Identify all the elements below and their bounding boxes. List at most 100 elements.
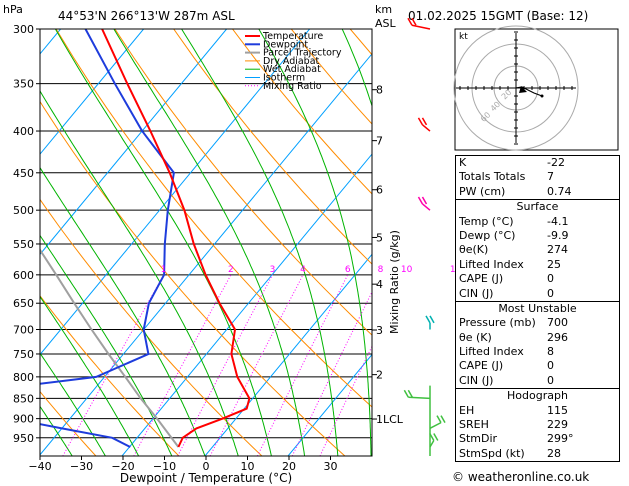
- index-value: 8: [547, 345, 554, 359]
- index-value: -22: [547, 156, 565, 169]
- height-tick-label: 4: [376, 278, 383, 291]
- legend-entry: Isotherm: [263, 73, 305, 84]
- wind-barb-flag: [407, 389, 413, 398]
- temperature-tick-label: 10: [241, 460, 255, 473]
- index-value: 0: [547, 359, 554, 373]
- height-axis: 8 7 6 5 4 3 2 1LCL: [372, 84, 404, 426]
- height-tick-label: 6: [376, 184, 383, 197]
- index-row: K -22: [456, 156, 619, 170]
- most-unstable-title: Most Unstable: [498, 301, 577, 315]
- index-value: 0: [547, 272, 554, 286]
- pressure-tick-label: 600: [13, 269, 34, 282]
- index-row: CAPE (J) 0: [456, 359, 619, 373]
- wind-barb-flag: [403, 389, 409, 398]
- indices-panel: K -22 Totals Totals 7 PW (cm) 0.74 Surface Te…: [455, 155, 620, 463]
- index-label: PW (cm): [459, 184, 506, 198]
- temperature-tick-label: −20: [111, 460, 134, 473]
- wet-adiabat-line: [40, 166, 206, 456]
- index-row: θe(K) 274: [456, 243, 619, 257]
- temperature-axis: −40 −30 −20 −10 0 10 20 30: [28, 456, 338, 473]
- hodograph-end-point: [540, 94, 544, 98]
- index-label: SREH: [459, 418, 489, 432]
- plot-frame: [39, 28, 373, 457]
- index-label: θe (K): [459, 330, 492, 344]
- legend-entry: Dewpoint: [263, 39, 308, 50]
- wet-adiabat-line: [258, 29, 372, 456]
- legend-entry: Parcel Trajectory: [263, 48, 342, 59]
- km-label: km: [375, 3, 392, 16]
- index-label: CAPE (J): [459, 272, 504, 286]
- datetime-label: 01.02.2025 15GMT (Base: 12): [408, 9, 588, 23]
- height-tick-label: 8: [376, 84, 383, 97]
- index-value: 0.74: [547, 184, 572, 198]
- legend-entry: Wet Adiabat: [263, 64, 321, 75]
- index-label: Totals Totals: [459, 170, 526, 184]
- index-label: Lifted Index: [459, 257, 524, 271]
- index-value: 7: [547, 170, 554, 184]
- hodograph-ring: [453, 25, 579, 151]
- mixing-ratio-line: [291, 290, 372, 456]
- index-value: 28: [547, 446, 561, 460]
- wet-adiabat-line: [181, 29, 339, 456]
- wind-barb: [411, 24, 431, 30]
- wind-barb: [421, 124, 431, 132]
- wind-barbs: [403, 17, 446, 456]
- profiles: [40, 29, 251, 448]
- mixing-ratio-label: 3: [270, 265, 276, 275]
- temperature-tick-label: −10: [153, 460, 176, 473]
- index-value: 0: [547, 373, 554, 387]
- height-tick-label: 3: [376, 324, 383, 337]
- wind-barb-flag: [421, 196, 428, 205]
- location-label: 44°53'N 266°13'W 287m ASL: [58, 9, 235, 23]
- pressure-tick-label: 350: [13, 78, 34, 91]
- pressure-tick-label: 500: [13, 204, 34, 217]
- mixing-ratio-line: [371, 454, 372, 456]
- hpa-label: hPa: [3, 3, 23, 16]
- pressure-tick-label: 450: [13, 167, 34, 180]
- pressure-tick-label: 650: [13, 297, 34, 310]
- isotherm-line: [40, 29, 310, 356]
- legend-entry: Dry Adiabat: [263, 56, 320, 67]
- index-value: 115: [547, 403, 568, 417]
- wind-barb-flag: [421, 117, 428, 126]
- pressure-tick-label: 800: [13, 371, 34, 384]
- index-value: 296: [547, 330, 568, 344]
- index-label: θe(K): [459, 243, 489, 257]
- index-label: EH: [459, 403, 475, 417]
- index-row: CIN (J) 0: [456, 287, 619, 301]
- index-row: Temp (°C) -4.1: [456, 215, 619, 229]
- index-row: StmSpd (kt) 28: [456, 447, 619, 461]
- index-row: StmDir 299°: [456, 432, 619, 446]
- index-label: Lifted Index: [459, 345, 524, 359]
- dry-adiabat-line: [173, 29, 372, 265]
- legend-entry: Temperature: [262, 31, 323, 42]
- legend-entry: Mixing Ratio: [263, 81, 322, 92]
- index-label: K: [459, 156, 467, 169]
- mixing-ratio-line: [256, 274, 349, 456]
- wet-adiabat-line: [40, 234, 173, 456]
- isotherm-line: [287, 353, 372, 456]
- index-label: CIN (J): [459, 286, 494, 300]
- index-value: 700: [547, 316, 568, 330]
- index-value: 25: [547, 257, 561, 271]
- temperature-tick-label: −40: [28, 460, 51, 473]
- index-value: 0: [547, 286, 554, 300]
- wind-barb-flag: [440, 415, 446, 424]
- index-row: Lifted Index 8: [456, 345, 619, 359]
- isotherm-line: [40, 29, 144, 155]
- dry-adiabat-line: [114, 29, 372, 336]
- isotherm-line: [121, 153, 372, 456]
- pressure-tick-label: 900: [13, 413, 34, 426]
- header: hPa 44°53'N 266°13'W 287m ASL km ASL 01.…: [3, 3, 588, 30]
- dry-adiabat-line: [0, 29, 13, 456]
- pressure-axis: 300 350 400 450 500 550 600 650 700 750 800 850 900 9…: [13, 23, 40, 445]
- index-value: 229: [547, 418, 568, 432]
- temperature-tick-label: 20: [282, 460, 296, 473]
- dry-adiabat-line: [40, 198, 263, 456]
- storm-motion-marker: [519, 86, 527, 93]
- x-axis-title: Dewpoint / Temperature (°C): [120, 471, 292, 485]
- mixing-ratio-line: [177, 274, 273, 456]
- hodograph-trace: [515, 86, 543, 97]
- wet-adiabat-line: [0, 29, 6, 456]
